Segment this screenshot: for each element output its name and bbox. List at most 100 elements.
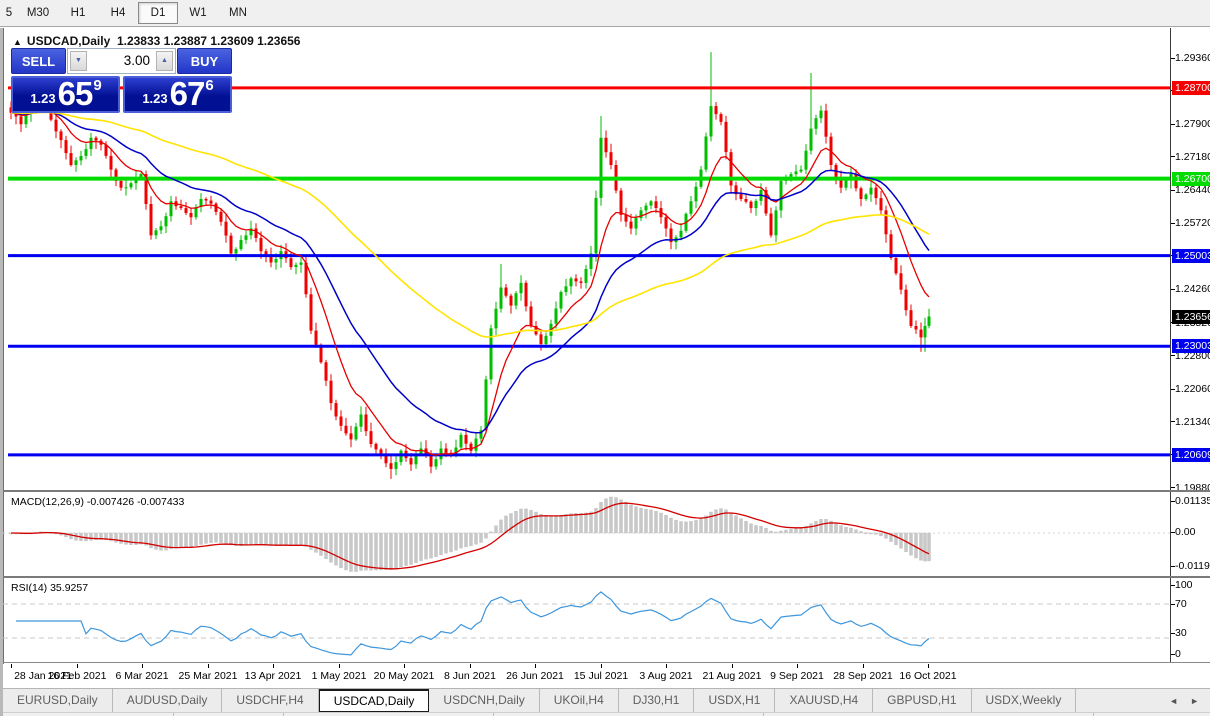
volume-decrease-button[interactable]: ▼ [70,51,87,71]
candle-body [844,180,848,188]
candle-body [609,152,613,165]
macd-histogram-bar [739,518,743,534]
candle-body [564,286,568,292]
candle-body [249,228,253,236]
macd-histogram-bar [104,532,108,541]
candle-body [644,205,648,211]
macd-histogram-bar [724,509,728,534]
macd-histogram-bar [419,532,423,561]
tab-dj30-h1[interactable]: DJ30,H1 [619,689,695,712]
candle-body [319,344,323,363]
macd-histogram-bar [494,525,498,534]
sell-price-tile[interactable]: 1.23 65 9 [11,76,120,113]
candle-body [159,226,163,231]
buy-price-tile[interactable]: 1.23 67 6 [123,76,232,113]
date-label: 28 Sep 2021 [833,670,893,682]
macd-histogram-bar [444,532,448,554]
chart-title: ▲ USDCAD,Daily 1.23833 1.23887 1.23609 1.… [13,34,300,48]
pane-divider[interactable] [3,490,1210,492]
date-label: 15 Jul 2021 [573,670,629,682]
rsi-tick-label: 30 [1175,627,1187,639]
date-tick-mark [77,664,78,668]
tab-ukoil-h4[interactable]: UKOil,H4 [540,689,619,712]
macd-histogram-bar [554,515,558,534]
candle-body [444,448,448,453]
macd-histogram-bar [134,532,138,545]
tab-usdx-h1[interactable]: USDX,H1 [694,689,776,712]
timeframe-button-5[interactable]: 5 [5,7,13,19]
macd-histogram-bar [889,532,893,542]
candle-body [824,110,828,137]
macd-histogram-bar [709,511,713,534]
macd-histogram-bar [524,508,528,534]
pane-divider[interactable] [3,576,1210,578]
macd-histogram-bar [639,507,643,534]
rsi-pane[interactable] [3,578,1170,662]
candle-body [304,262,308,295]
date-axis[interactable]: 28 Jan 2021 16 Feb 2021 6 Mar 2021 25 Mar 2… [3,664,1210,688]
macd-histogram-bar [784,529,788,534]
macd-histogram-bar [144,532,148,546]
macd-histogram-bar [114,532,118,543]
macd-histogram-bar [559,515,563,534]
tab-xauusd-h4[interactable]: XAUUSD,H4 [775,689,874,712]
macd-histogram-bar [354,532,358,572]
sell-button[interactable]: SELL [11,48,66,74]
tab-scroll-left-icon[interactable]: ◄ [1169,695,1179,706]
candle-body [794,171,798,175]
macd-histogram-bar [814,521,818,534]
candle-body [514,293,518,306]
price-axis[interactable]: 1.293601.286401.279001.271801.264401.257… [1170,28,1210,662]
macd-histogram-bar [234,532,238,547]
macd-histogram-bar [489,531,493,534]
macd-histogram-bar [304,532,308,547]
macd-histogram-bar [899,532,903,549]
date-label: 6 Mar 2021 [115,670,169,682]
collapse-icon[interactable]: ▲ [13,37,22,47]
ohlc-values: 1.23833 1.23887 1.23609 1.23656 [116,34,301,48]
timeframe-button-mn[interactable]: MN [229,7,247,19]
timeframe-button-h4[interactable]: H4 [110,7,126,19]
tab-usdchf-h4[interactable]: USDCHF,H4 [222,689,319,712]
volume-field[interactable]: 3.00 [123,53,150,68]
timeframe-button-h1[interactable]: H1 [70,7,86,19]
price-tick-label: 1.25720 [1175,217,1210,230]
tab-eurusd-daily[interactable]: EURUSD,Daily [3,689,113,712]
tab-scroll-right-icon[interactable]: ► [1190,695,1199,706]
candle-body [274,259,278,263]
buy-price-sup: 6 [205,77,214,94]
timeframe-button-w1[interactable]: W1 [189,7,207,19]
price-tick-mark [1171,487,1175,489]
candle-body [24,113,28,125]
macd-histogram-bar [604,498,608,534]
timeframe-button-d1[interactable]: D1 [138,2,178,24]
macd-histogram-bar [69,532,73,540]
tab-usdcnh-daily[interactable]: USDCNH,Daily [429,689,540,712]
macd-histogram-bar [294,532,298,546]
candle-body [474,438,478,451]
macd-histogram-bar [894,532,898,546]
macd-histogram-bar [94,532,98,540]
macd-histogram-bar [149,532,153,549]
date-tick-mark [11,664,12,668]
tab-usdx-weekly[interactable]: USDX,Weekly [972,689,1077,712]
macd-histogram-bar [329,532,333,563]
buy-button[interactable]: BUY [177,48,232,74]
candle-body [539,334,543,345]
timeframe-button-m30[interactable]: M30 [26,7,50,19]
tab-usdcad-daily[interactable]: USDCAD,Daily [318,689,430,712]
candle-body [354,426,358,440]
macd-pane[interactable] [3,492,1170,576]
rsi-tick-label: 70 [1175,598,1187,610]
candle-body [884,210,888,235]
tab-audusd-daily[interactable]: AUDUSD,Daily [113,689,223,712]
candle-body [654,201,658,208]
candle-body [264,251,268,255]
volume-increase-button[interactable]: ▲ [156,51,173,71]
macd-histogram-bar [923,532,927,562]
tab-gbpusd-h1[interactable]: GBPUSD,H1 [873,689,972,712]
price-tick-mark [1171,156,1175,158]
date-label: 16 Feb 2021 [47,670,107,682]
macd-histogram-bar [364,532,368,571]
status-separator [283,713,284,716]
